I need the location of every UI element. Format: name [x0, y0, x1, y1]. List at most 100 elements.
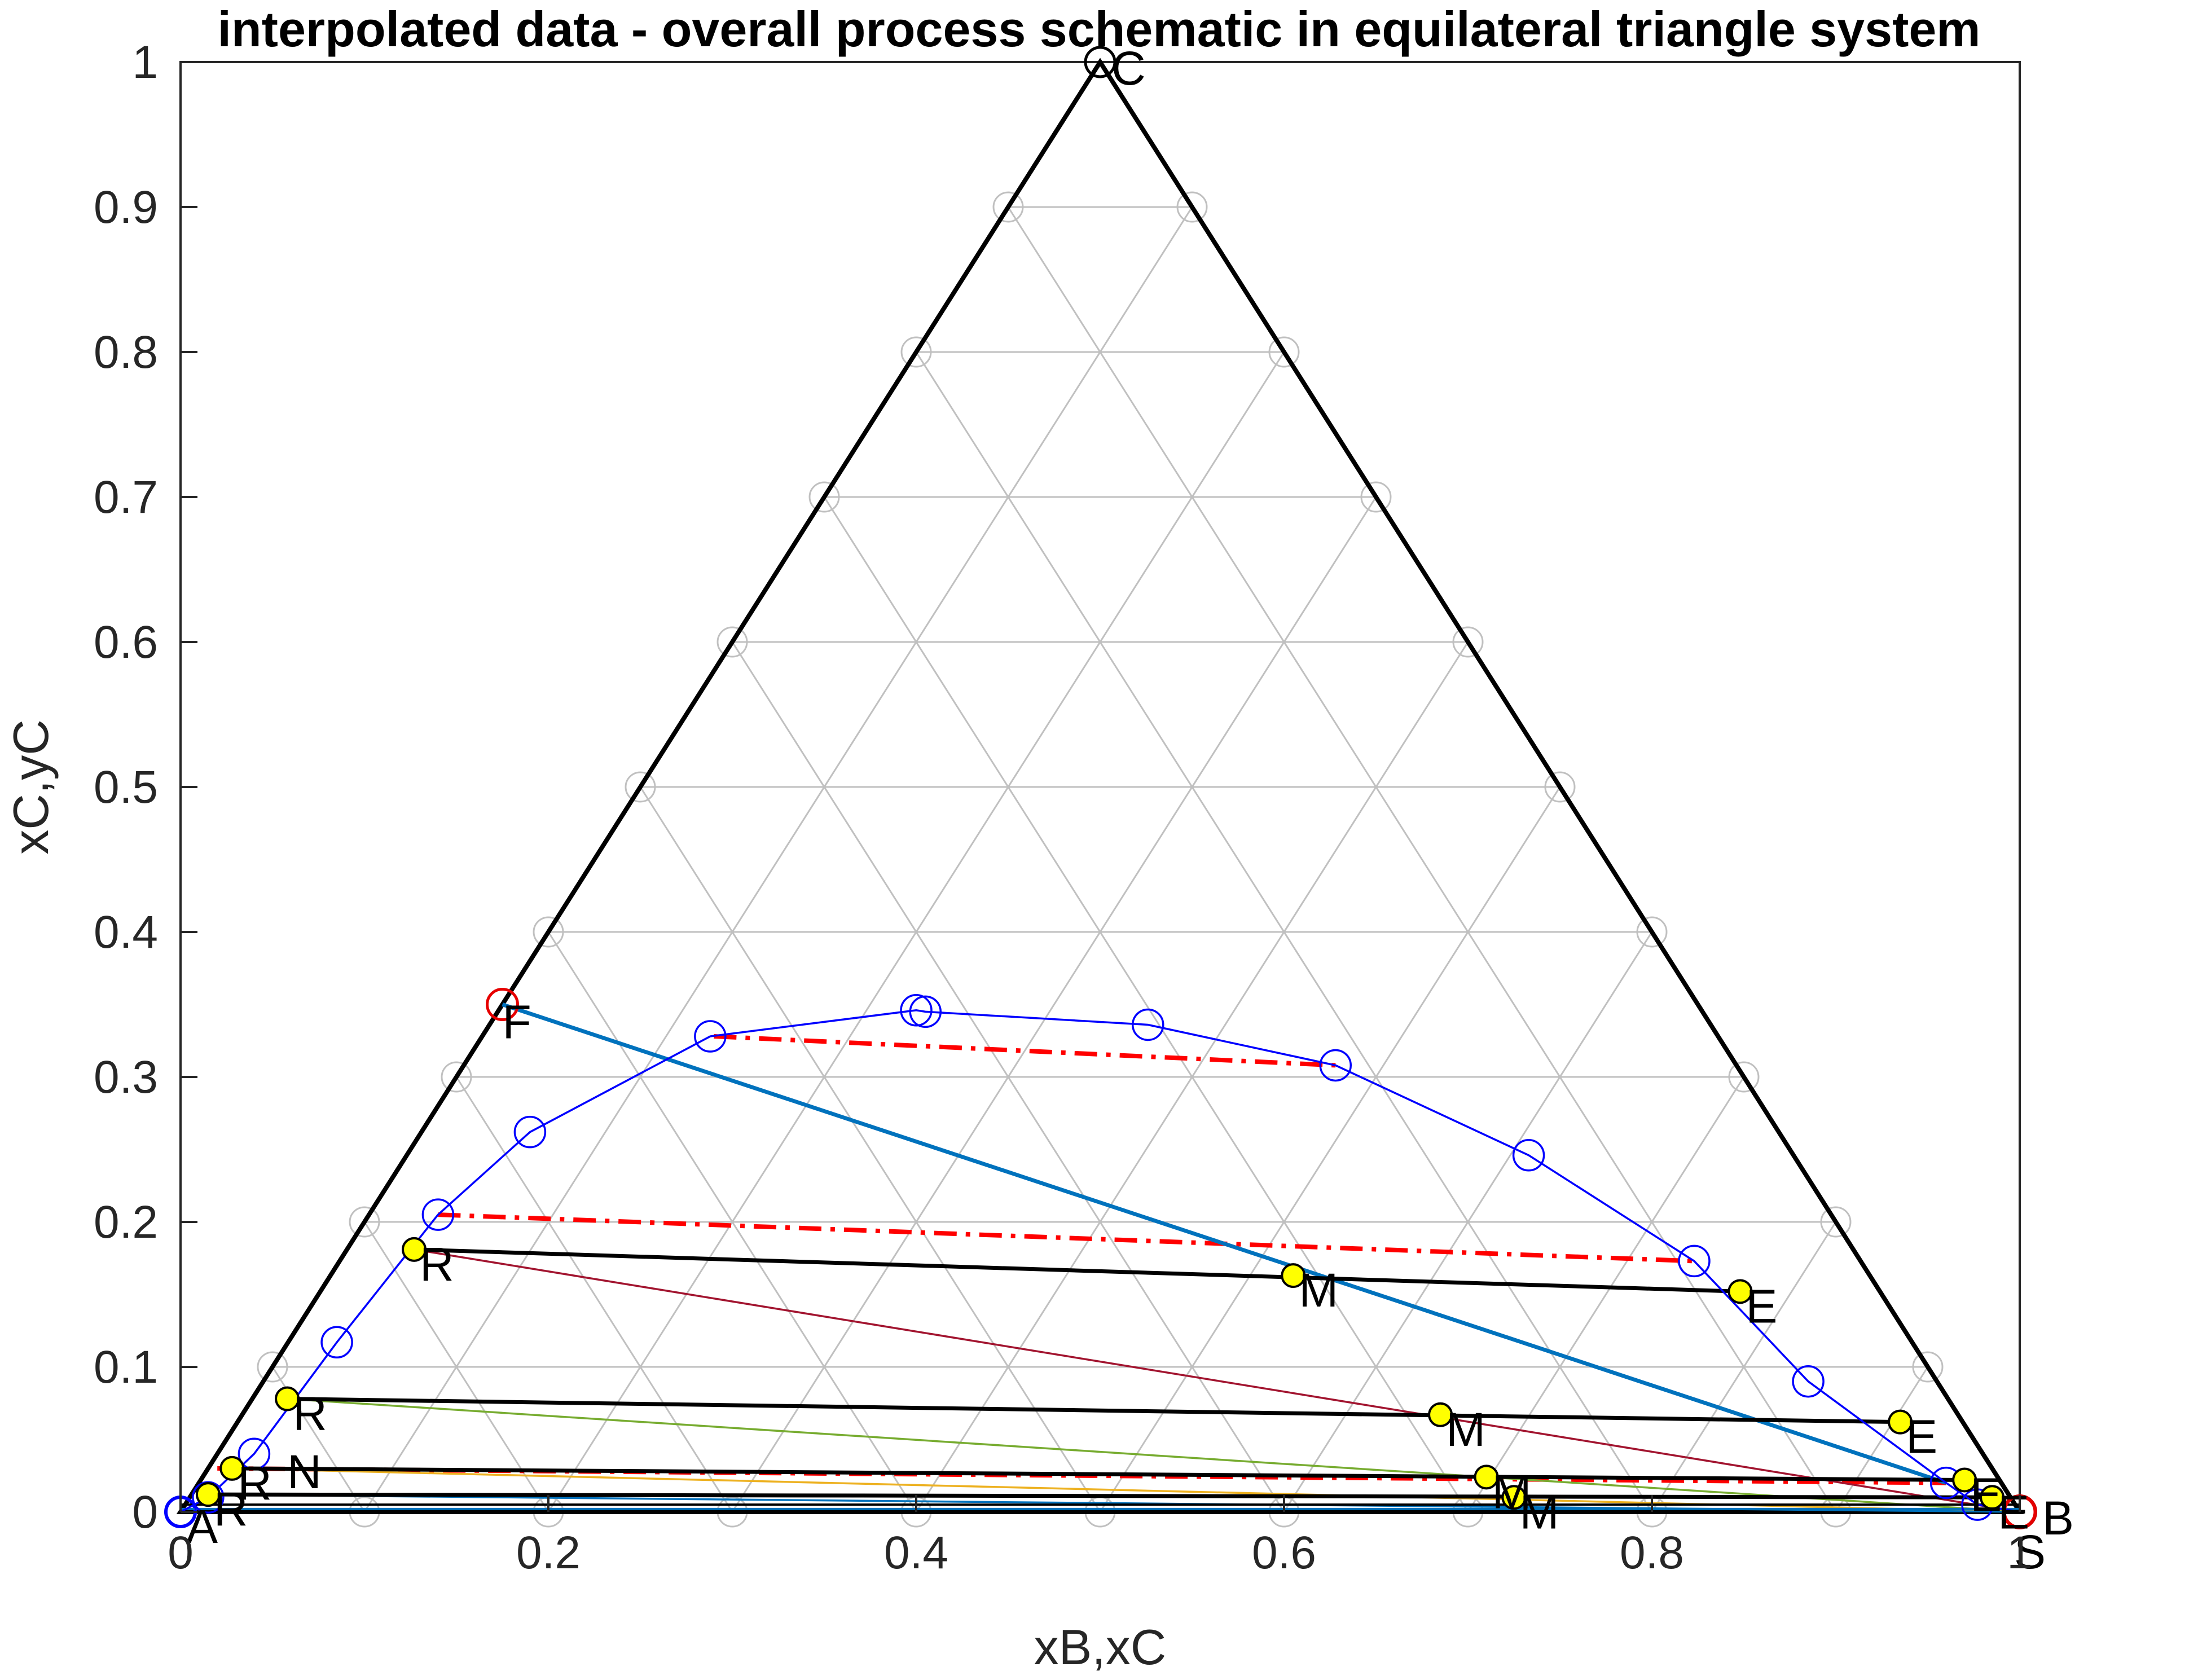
y-tick-label: 0.6	[94, 617, 158, 668]
y-tick-label: 0	[132, 1487, 158, 1538]
grid-line	[823, 496, 1469, 1512]
y-tick-label: 1	[132, 37, 158, 88]
grid-marker	[1636, 916, 1668, 948]
grid-marker	[625, 771, 656, 803]
grid-marker	[1544, 771, 1576, 803]
extract-marker	[1980, 1485, 2005, 1510]
grid-marker	[808, 481, 840, 513]
extract-label: E	[1970, 1468, 2002, 1521]
binodal-point	[1678, 1244, 1711, 1278]
grid-marker	[349, 1206, 380, 1238]
x-tick-label: 1	[2007, 1527, 2033, 1578]
binodal-line	[180, 1009, 2020, 1513]
feed-marker	[486, 988, 519, 1021]
extract-label: E	[1746, 1279, 1777, 1332]
mixing-line	[414, 1248, 2020, 1513]
binodal-point	[238, 1437, 271, 1470]
y-tick-label: 0.8	[94, 327, 158, 378]
grid-marker	[1820, 1206, 1852, 1238]
mixture-marker	[1281, 1263, 1306, 1288]
solvent-label: S	[2014, 1525, 2046, 1578]
grid-line	[1099, 786, 1561, 1512]
x-tick-label: 0.6	[1252, 1527, 1316, 1578]
stage-tie-line	[287, 1397, 1901, 1424]
y-tick-label: 0.1	[94, 1342, 158, 1393]
grid-line	[1651, 1221, 1837, 1512]
chart-title: interpolated data - overall process sche…	[217, 1, 1980, 57]
grid-marker	[1360, 481, 1392, 513]
raffinate-label: R	[238, 1457, 272, 1510]
grid-line	[1835, 1366, 1929, 1512]
stage-tie-line	[208, 1492, 1993, 1499]
raffinate-label: R	[293, 1387, 327, 1440]
dashed-tie-line	[438, 1212, 1695, 1264]
binodal-point	[421, 1198, 455, 1231]
grid-line	[1467, 1076, 1745, 1512]
binodal-point	[1132, 1008, 1164, 1041]
binodal-point	[909, 995, 942, 1028]
stage-n-label: N	[287, 1445, 322, 1498]
mixture-label: M	[1492, 1465, 1532, 1518]
grid-marker	[257, 1351, 288, 1383]
y-tick-label: 0.4	[94, 907, 158, 958]
mixture-label: M	[1299, 1264, 1338, 1317]
extract-marker	[1727, 1279, 1753, 1304]
x-tick-label: 0.2	[516, 1527, 581, 1578]
vertex-label: C	[1111, 42, 1146, 95]
grid-marker	[1452, 626, 1484, 658]
extract-label: E	[1906, 1410, 1937, 1463]
extract-marker	[1952, 1467, 1977, 1493]
mixture-marker	[1428, 1402, 1453, 1427]
raffinate-marker	[195, 1482, 221, 1507]
binodal-point	[320, 1326, 353, 1359]
triangle-outline	[176, 58, 2024, 1514]
grid-line	[363, 206, 1193, 1512]
y-tick-label: 0.7	[94, 472, 158, 523]
extract-marker	[1888, 1409, 1913, 1435]
operating-line	[502, 1002, 1947, 1485]
x-tick-label: 0	[168, 1527, 194, 1578]
grid-marker	[1176, 191, 1208, 223]
grid-line	[455, 1076, 733, 1512]
raffinate-label: R	[420, 1238, 454, 1291]
grid-marker	[1912, 1351, 1944, 1383]
axis-ticks: 0 0.2 0.4 0.6 0.8 1 0 0.1 0.2 0.3 0.4 0.5 0.6 0.7 0.8 0…	[94, 37, 2033, 1578]
mixture-marker	[1474, 1464, 1499, 1490]
vertex-c-marker	[1084, 46, 1116, 78]
raffinate-marker	[402, 1237, 427, 1262]
binodal-point	[1792, 1365, 1825, 1398]
mixture-label: M	[1446, 1403, 1485, 1456]
mixture-marker	[1501, 1485, 1527, 1510]
extract-label: E	[1998, 1485, 2029, 1538]
dashed-tie-line	[714, 1034, 1336, 1068]
grid-marker	[900, 336, 932, 368]
grid-marker	[1268, 336, 1300, 368]
vertex-label: B	[2042, 1492, 2074, 1545]
process-lines	[181, 1002, 2020, 1513]
grid-line	[1007, 206, 1837, 1512]
y-tick-label: 0.9	[94, 182, 158, 233]
raffinate-marker	[275, 1386, 300, 1411]
grid-line	[731, 496, 1377, 1512]
feed-label: F	[503, 996, 531, 1049]
mixing-line	[287, 1397, 2020, 1513]
binodal-point	[900, 994, 933, 1027]
vertex-label: A	[186, 1500, 218, 1553]
y-tick-label: 0.3	[94, 1052, 158, 1103]
x-axis-label: xB,xC	[1034, 1619, 1167, 1675]
grid-marker	[1728, 1061, 1760, 1093]
raffinate-marker	[219, 1455, 245, 1481]
grid-marker	[716, 626, 748, 658]
stage-tie-line	[414, 1247, 1740, 1294]
y-axis-label: xC,yC	[3, 719, 59, 855]
y-tick-label: 0.5	[94, 762, 158, 813]
mixture-label: M	[1520, 1485, 1559, 1538]
ternary-grid	[257, 191, 1944, 1528]
grid-marker	[441, 1061, 472, 1093]
binodal-point	[1319, 1049, 1352, 1082]
raffinate-label: R	[214, 1483, 248, 1536]
x-tick-label: 0.8	[1620, 1527, 1684, 1578]
